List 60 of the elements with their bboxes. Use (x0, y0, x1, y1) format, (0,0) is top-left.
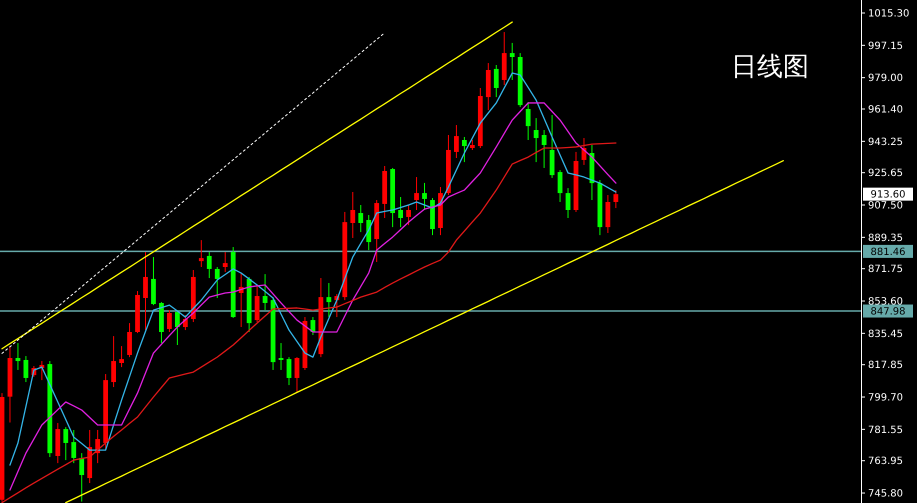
candlestick (470, 140, 475, 150)
y-tick-label: 889.35 (868, 232, 903, 244)
candlestick (143, 252, 148, 331)
candlestick (294, 356, 300, 393)
candlestick (558, 170, 562, 202)
candlestick (167, 310, 172, 333)
candlestick (462, 136, 467, 163)
candlestick (198, 240, 204, 268)
candlestick (454, 124, 459, 158)
candlestick (63, 426, 68, 461)
y-tick-label: 907.50 (868, 200, 903, 212)
candlestick (286, 356, 292, 386)
candlestick (542, 130, 546, 168)
candlestick (206, 252, 212, 279)
line-series (1, 32, 386, 354)
ref-line-label: 881.46 (870, 246, 906, 258)
candlestick (24, 356, 28, 383)
y-tick-label: 925.65 (868, 168, 903, 180)
candlestick (534, 118, 539, 163)
candlestick (310, 316, 316, 336)
candlestick (414, 176, 419, 210)
y-tick-label: 745.80 (868, 488, 903, 500)
y-tick-label: 997.15 (868, 40, 903, 52)
y-tick-label: 871.75 (868, 264, 903, 276)
candlestick (613, 190, 618, 209)
candlestick (398, 196, 403, 228)
candlestick (326, 282, 332, 318)
y-tick-label: 817.85 (868, 360, 903, 372)
candlestick (214, 266, 220, 298)
candlestick (127, 322, 132, 358)
text: 日线图 (731, 52, 809, 82)
candlestick (582, 138, 586, 166)
y-tick-label: 835.45 (868, 328, 903, 340)
y-tick-label: 979.00 (868, 73, 903, 84)
line-series (1, 21, 513, 350)
candlestick (510, 42, 515, 80)
y-tick-label: 799.70 (868, 392, 903, 404)
y-tick-label: 943.25 (868, 136, 903, 148)
y-tick-label: 763.95 (868, 456, 903, 468)
text: 913.60 (870, 190, 906, 201)
candlestick (111, 336, 116, 388)
candlestick (494, 64, 499, 98)
ref-line-label: 847.98 (870, 306, 906, 318)
candlestick (566, 188, 570, 219)
candlestick (71, 429, 76, 464)
candlestick (174, 310, 180, 346)
candlestick (350, 192, 356, 238)
candlestick (358, 204, 364, 233)
candlestick (278, 342, 284, 370)
y-tick-label: 1015.30 (868, 8, 910, 20)
candlestick (222, 252, 228, 272)
candlestick (262, 274, 268, 311)
line-series (65, 160, 784, 503)
candlestick (16, 342, 20, 370)
y-tick-label: 961.40 (868, 104, 903, 116)
candlestick (422, 182, 427, 210)
y-tick-label: 781.55 (868, 424, 903, 436)
candlestick (406, 204, 411, 226)
candlestick (119, 346, 124, 368)
candlestick (526, 102, 531, 140)
